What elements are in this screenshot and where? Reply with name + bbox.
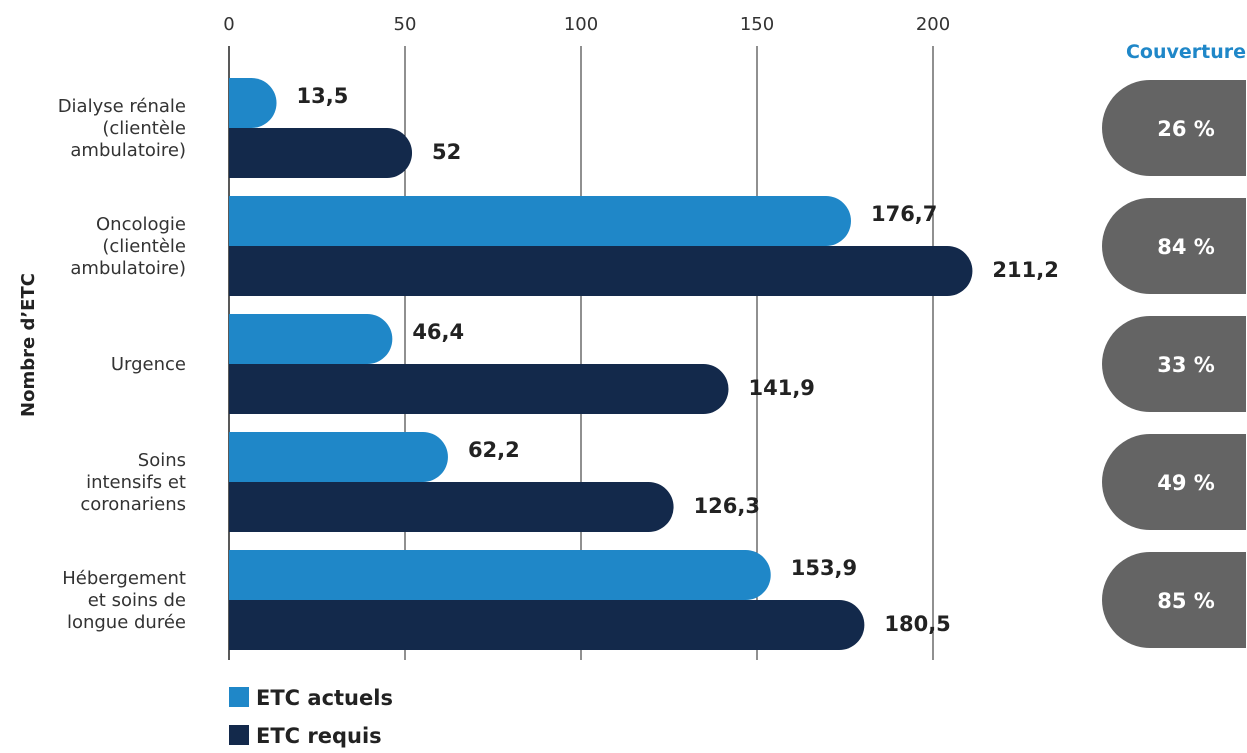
category-label: ambulatoire) [70,140,186,161]
bar-value-label: 153,9 [791,556,857,580]
x-tick-label: 150 [740,14,774,35]
bar [229,600,865,650]
category-label: (clientèle [102,118,186,139]
bar [229,196,851,246]
coverage-value: 85 % [1157,589,1215,613]
category-label: longue durée [67,612,186,633]
bar-value-label: 126,3 [694,494,760,518]
coverage-value: 49 % [1157,471,1215,495]
bar [229,432,448,482]
bar-value-label: 62,2 [468,438,520,462]
bar [229,364,729,414]
category-label: Hébergement [62,568,186,589]
coverage-badge [1102,434,1246,530]
bar-value-label: 52 [432,140,461,164]
y-axis-label: Nombre d’ETC [18,273,39,417]
category-label: (clientèle [102,236,186,257]
category-label: Dialyse rénale [58,96,186,117]
coverage-value: 33 % [1157,353,1215,377]
legend-swatch [229,725,249,745]
category-label: et soins de [88,590,186,611]
coverage-badge [1102,198,1246,294]
bar [229,128,413,178]
legend-label: ETC actuels [256,686,393,710]
legend-label: ETC requis [256,724,382,748]
bar-value-label: 211,2 [992,258,1058,282]
coverage-badge [1102,552,1246,648]
bar-value-label: 46,4 [412,320,464,344]
x-tick-label: 100 [564,14,598,35]
coverage-title: Couverture [1126,41,1246,63]
category-label: Urgence [111,354,186,375]
coverage-value: 26 % [1157,117,1215,141]
x-tick-label: 0 [223,14,234,35]
legend-swatch [229,687,249,707]
coverage-badge [1102,80,1246,176]
bar-value-label: 176,7 [871,202,937,226]
coverage-badge [1102,316,1246,412]
coverage-value: 84 % [1157,235,1215,259]
bar [229,550,771,600]
category-label: Oncologie [96,214,186,235]
x-tick-label: 50 [394,14,417,35]
category-label: Soins [138,450,186,471]
category-label: intensifs et [86,472,186,493]
category-label: ambulatoire) [70,258,186,279]
bar-value-label: 141,9 [748,376,814,400]
bar [229,314,393,364]
bar [229,246,973,296]
bar-value-label: 13,5 [297,84,349,108]
bar-value-label: 180,5 [884,612,950,636]
bar [229,78,277,128]
category-label: coronariens [80,494,186,515]
bar [229,482,674,532]
x-tick-label: 200 [916,14,950,35]
